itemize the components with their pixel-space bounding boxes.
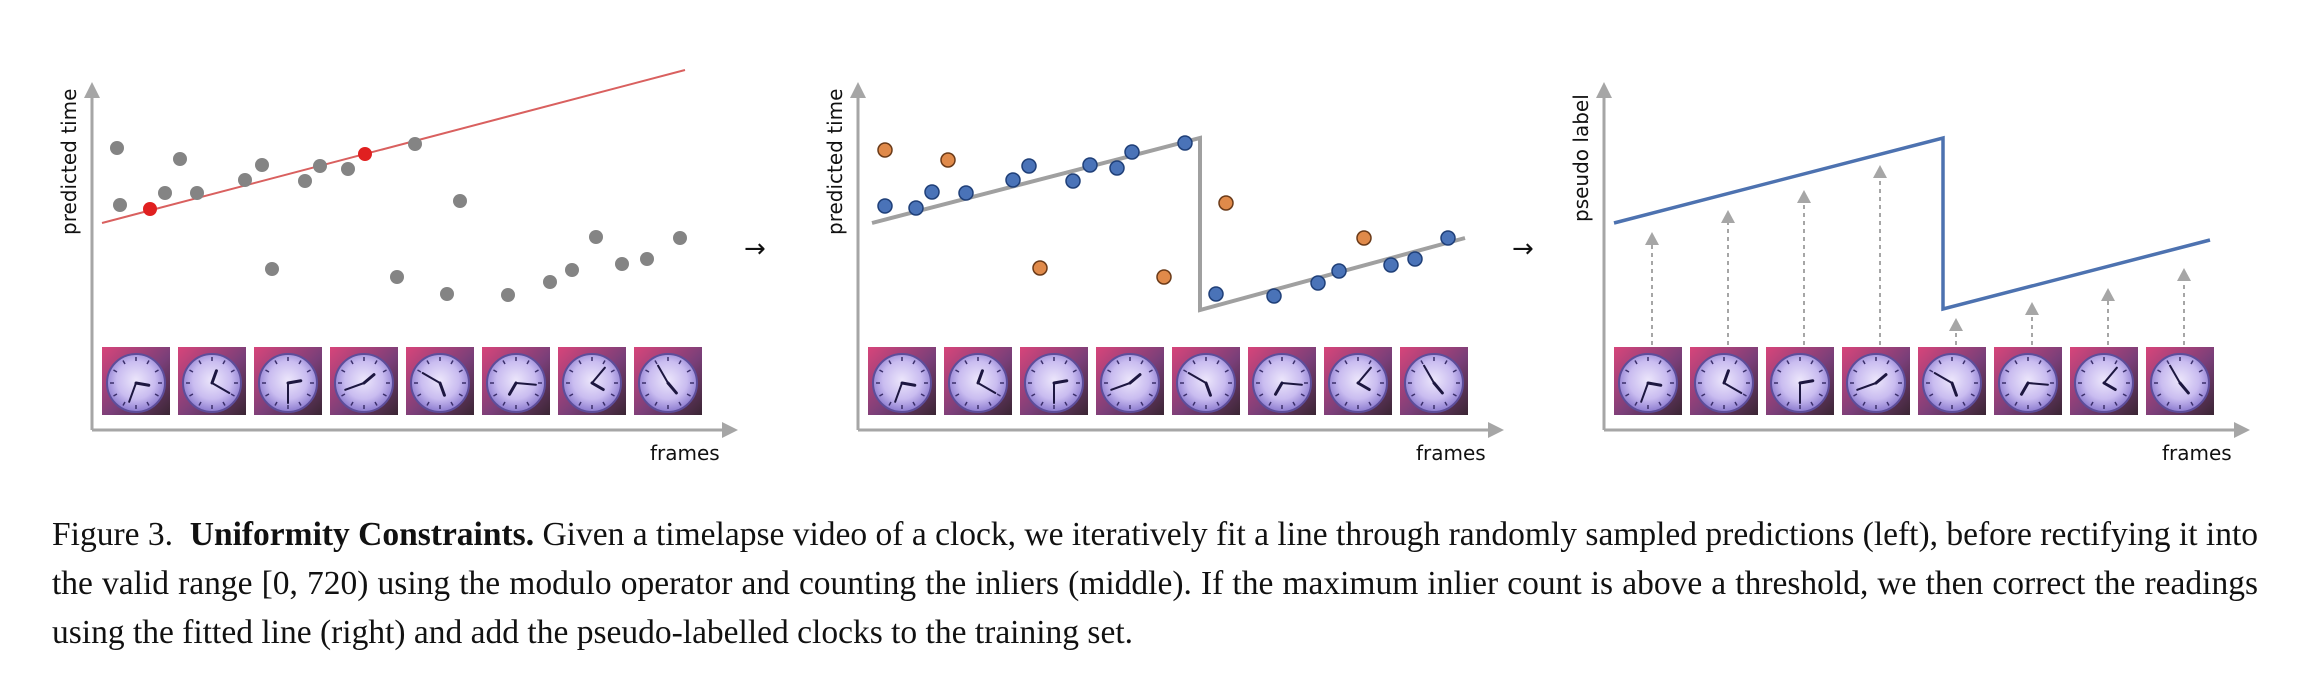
x-axis-label: frames — [1416, 441, 1486, 465]
clock-icon — [944, 347, 1012, 415]
clock-icon — [482, 347, 550, 415]
x-axis-arrowhead — [1488, 422, 1504, 438]
x-axis-arrowhead — [2234, 422, 2250, 438]
right-arrow-icon: → — [1512, 234, 1534, 264]
clock-icon — [558, 347, 626, 415]
clock-icon — [1842, 347, 1910, 415]
y-axis-arrowhead — [84, 82, 100, 98]
clock-icon — [1248, 347, 1316, 415]
clock-icon — [1690, 347, 1758, 415]
frame-thumbnails — [102, 347, 702, 415]
gray-points — [110, 137, 687, 302]
clock-icon — [178, 347, 246, 415]
axes — [1602, 90, 2242, 432]
caption-text: Given a timelapse video of a clock, we i… — [52, 516, 2259, 651]
figure-3: predicted time frames → predicted time — [57, 69, 2250, 465]
clock-icon — [1994, 347, 2062, 415]
pseudo-label-arrowhead — [2025, 302, 2039, 315]
pseudo-label-arrowhead — [2101, 288, 2115, 301]
clock-icon — [1324, 347, 1392, 415]
outlier-points — [877, 142, 1372, 285]
clock-icon — [2146, 347, 2214, 415]
clock-icon — [406, 347, 474, 415]
caption-label: Figure 3. — [52, 516, 173, 553]
panel-left: predicted time frames — [57, 69, 738, 465]
sampled-points — [143, 147, 372, 216]
clock-icon — [634, 347, 702, 415]
pseudo-label-arrows — [1645, 165, 2191, 345]
x-axis-label: frames — [2162, 441, 2232, 465]
figure-caption: Figure 3. Uniformity Constraints. Given … — [52, 510, 2258, 657]
y-axis-arrowhead — [850, 82, 866, 98]
frame-thumbnails — [1614, 347, 2214, 415]
clock-icon — [1096, 347, 1164, 415]
clock-icon — [2070, 347, 2138, 415]
right-arrow-icon: → — [744, 234, 766, 264]
axes — [856, 90, 1496, 432]
clock-icon — [1614, 347, 1682, 415]
panel-middle: predicted time frames — [823, 82, 1504, 465]
x-axis-label: frames — [650, 441, 720, 465]
y-axis-label: predicted time — [823, 89, 847, 235]
clock-icon — [1918, 347, 1986, 415]
pseudo-label-arrowhead — [1797, 190, 1811, 203]
pseudo-label-arrowhead — [1645, 232, 1659, 245]
clock-icon — [1400, 347, 1468, 415]
y-axis-arrowhead — [1596, 82, 1612, 98]
caption-title: Uniformity Constraints. — [189, 516, 535, 553]
y-axis-label: predicted time — [57, 89, 81, 235]
clock-icon — [1020, 347, 1088, 415]
y-axis-label: pseudo label — [1569, 94, 1593, 222]
panel-right: pseudo label frames — [1569, 82, 2250, 465]
pseudo-label-arrowhead — [1721, 210, 1735, 223]
x-axis-arrowhead — [722, 422, 738, 438]
axes — [90, 90, 730, 432]
clock-icon — [102, 347, 170, 415]
clock-icon — [868, 347, 936, 415]
pseudo-label-arrowhead — [1873, 165, 1887, 178]
frame-thumbnails — [868, 347, 1468, 415]
clock-icon — [330, 347, 398, 415]
pseudo-label-line — [1613, 135, 2211, 312]
pseudo-label-arrowhead — [1949, 318, 1963, 331]
pseudo-label-arrowhead — [2177, 268, 2191, 281]
clock-icon — [1172, 347, 1240, 415]
clock-icon — [254, 347, 322, 415]
clock-icon — [1766, 347, 1834, 415]
fitted-line — [101, 69, 686, 224]
inlier-points — [877, 135, 1456, 304]
rectified-line — [871, 135, 1466, 313]
